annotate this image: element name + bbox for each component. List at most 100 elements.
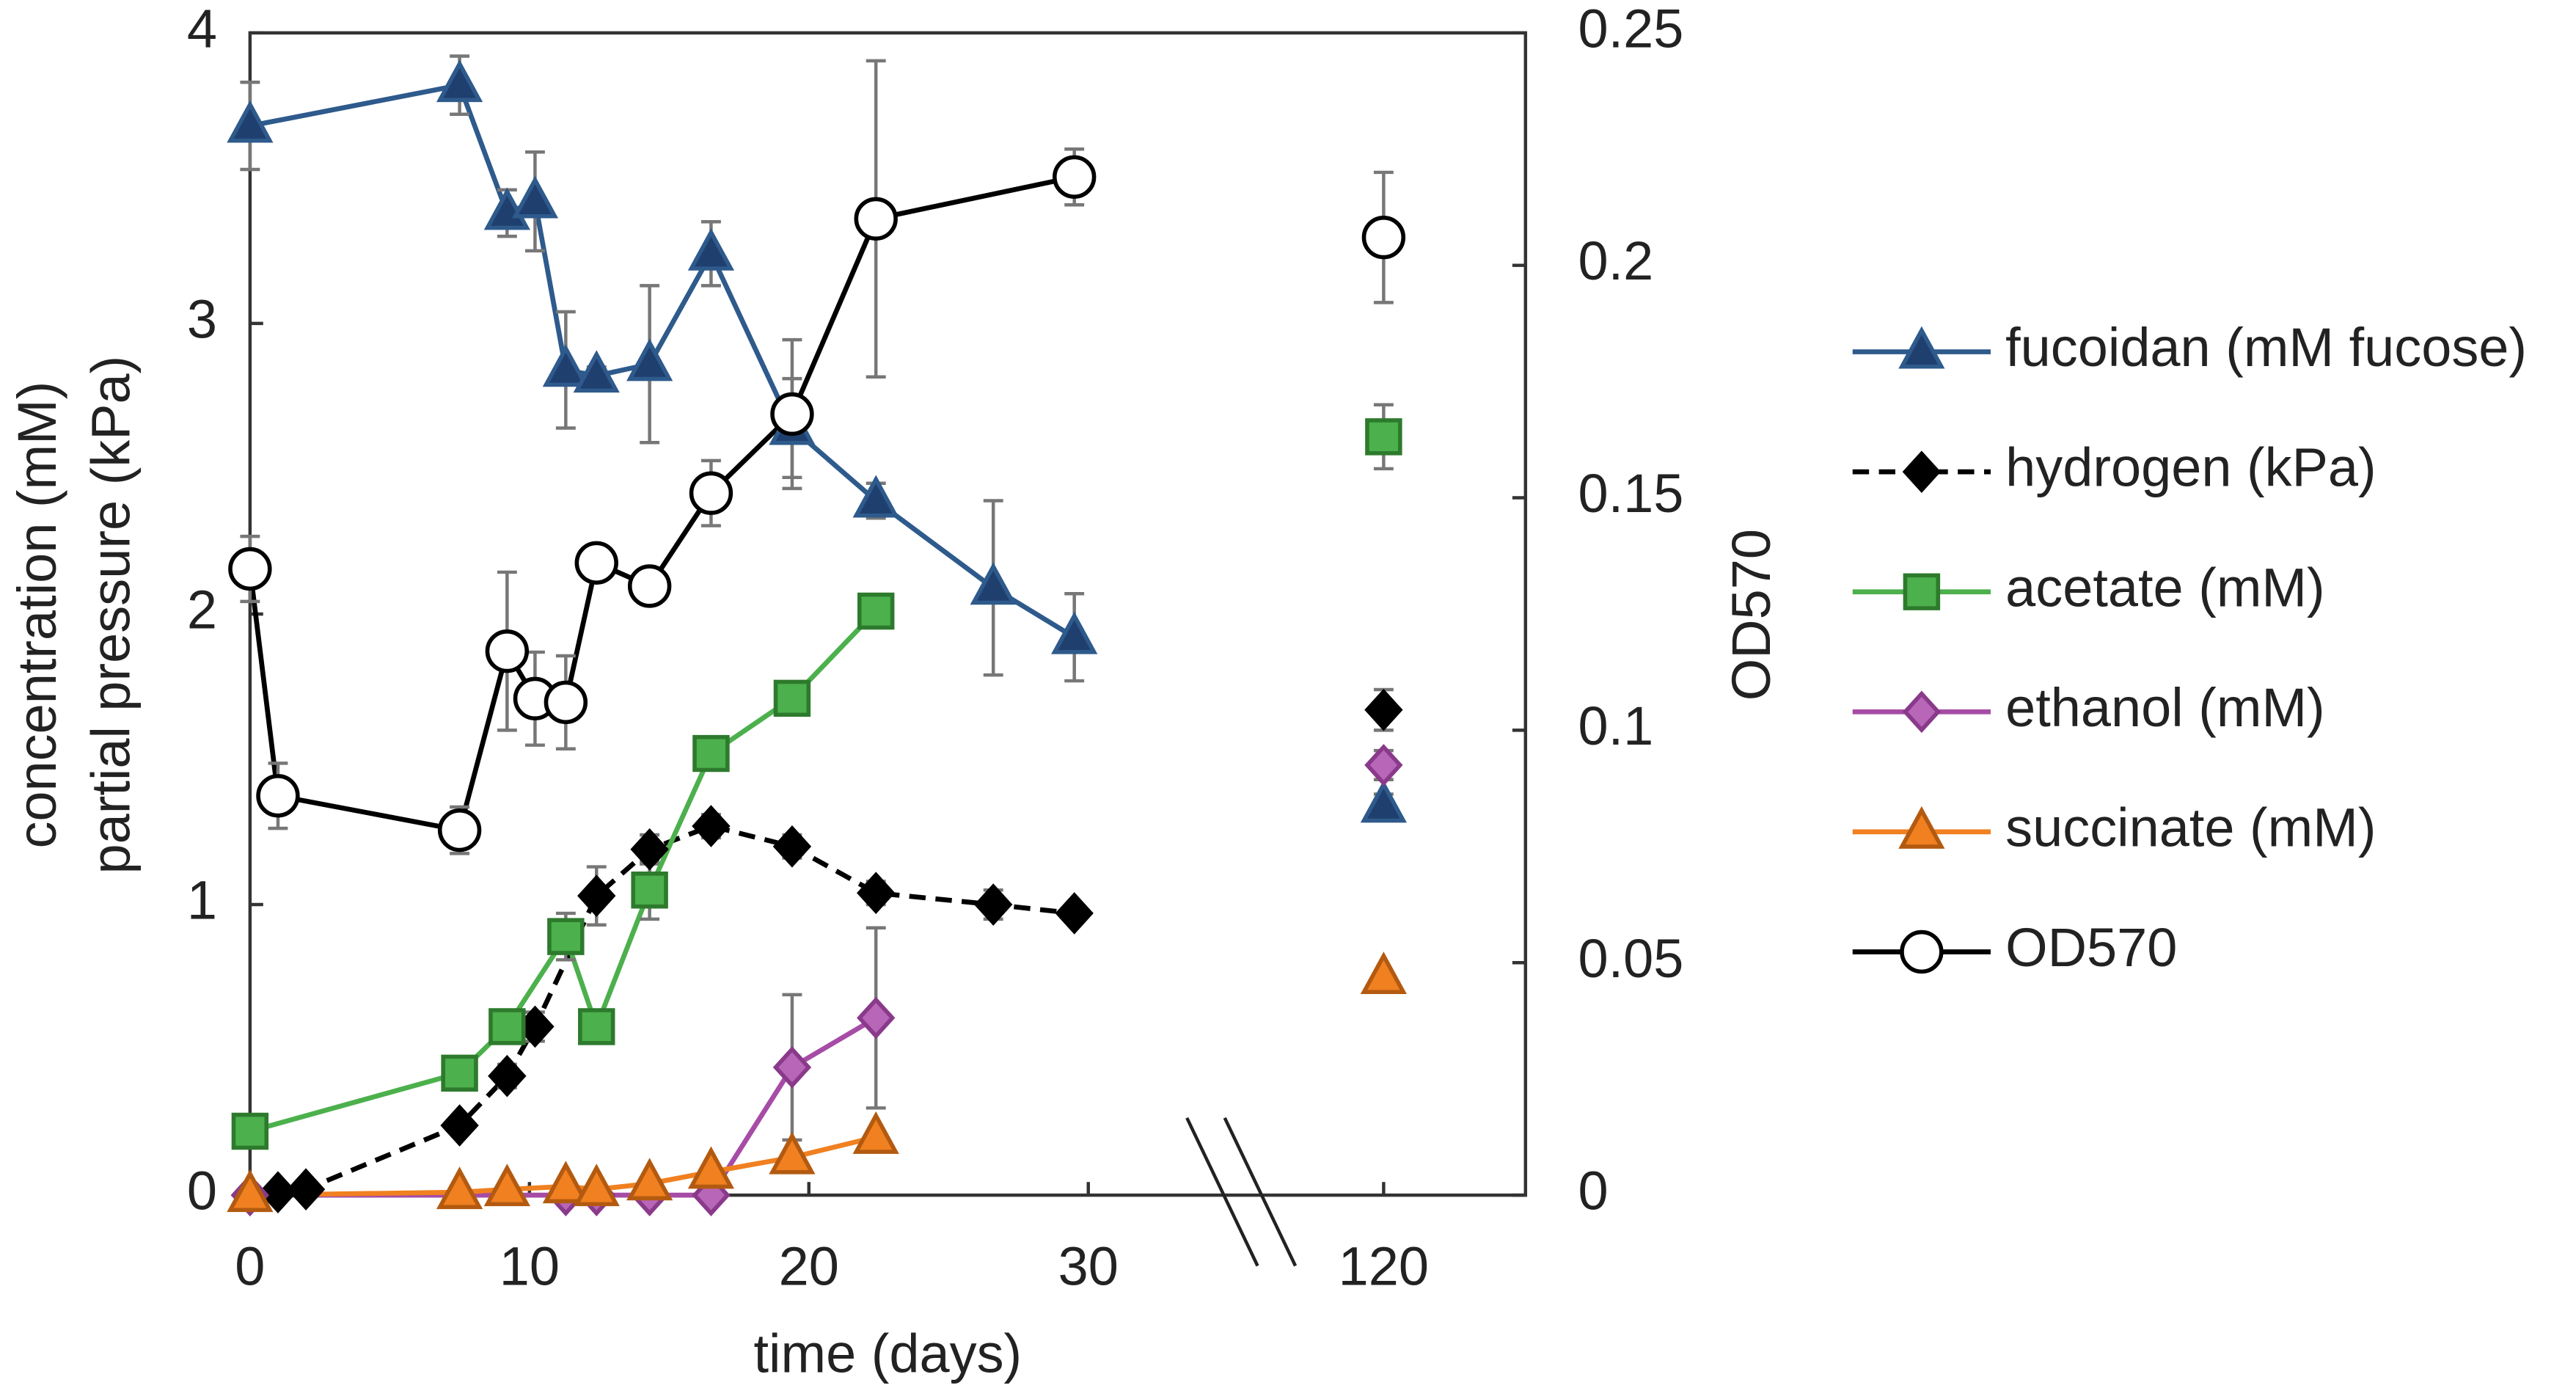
- y-axis-label: partial pressure (kPa): [81, 356, 142, 874]
- x-tick-label: 20: [779, 1236, 839, 1297]
- legend-entry: fucoidan (mM fucose): [1852, 317, 2527, 378]
- legend-label: succinate (mM): [2005, 797, 2376, 858]
- marker: [542, 1161, 589, 1204]
- marker: [231, 1112, 269, 1150]
- marker: [574, 541, 618, 585]
- marker: [857, 996, 896, 1040]
- marker: [687, 1146, 735, 1189]
- marker: [227, 100, 274, 143]
- marker: [1898, 806, 1945, 849]
- y-tick-label: 0: [187, 1161, 217, 1221]
- legend-entry: OD570: [1852, 917, 2177, 978]
- x-tick-label: 0: [235, 1236, 265, 1297]
- x-tick-label: 120: [1339, 1236, 1429, 1297]
- marker: [1361, 215, 1406, 260]
- series-line: [250, 436, 1384, 1131]
- marker: [970, 562, 1017, 605]
- marker: [256, 774, 300, 818]
- marker: [573, 1164, 620, 1207]
- y2-tick-label: 0.1: [1578, 695, 1654, 756]
- y-axis-label: concentration (mM): [7, 381, 67, 849]
- legend-label: acetate (mM): [2005, 557, 2325, 618]
- marker: [626, 338, 673, 381]
- marker: [573, 350, 620, 393]
- marker: [1052, 155, 1097, 199]
- x-tick-label: 10: [500, 1236, 560, 1297]
- marker: [1360, 780, 1407, 823]
- axis-break: [1223, 1117, 1298, 1267]
- marker: [228, 547, 272, 591]
- marker: [286, 1168, 326, 1211]
- marker: [852, 475, 899, 518]
- legend-entry: ethanol (mM): [1852, 677, 2325, 738]
- marker: [857, 592, 895, 630]
- y2-tick-label: 0: [1578, 1161, 1609, 1221]
- marker: [692, 734, 730, 772]
- marker: [854, 197, 898, 241]
- y2-tick-label: 0.05: [1578, 928, 1684, 989]
- marker: [544, 680, 588, 725]
- marker: [1903, 573, 1941, 610]
- marker: [687, 227, 735, 271]
- marker: [1051, 611, 1098, 654]
- marker: [627, 564, 672, 608]
- marker: [440, 1104, 479, 1147]
- marker: [547, 918, 585, 955]
- marker: [1898, 326, 1945, 369]
- marker: [631, 872, 668, 909]
- y2-axis-label: OD570: [1721, 529, 1782, 701]
- marker: [1900, 929, 1944, 974]
- marker: [577, 874, 616, 917]
- marker: [511, 175, 559, 219]
- y2-tick-label: 0.25: [1578, 0, 1684, 59]
- marker: [1365, 418, 1402, 456]
- marker: [436, 1166, 483, 1210]
- marker: [974, 883, 1013, 926]
- marker: [483, 1164, 530, 1207]
- marker: [542, 344, 589, 387]
- marker: [1364, 688, 1403, 731]
- y-tick-label: 3: [187, 288, 217, 349]
- marker: [258, 1171, 298, 1213]
- series-line: [250, 177, 1384, 830]
- series-line: [250, 710, 1384, 1195]
- legend-entry: acetate (mM): [1852, 557, 2325, 618]
- marker: [436, 59, 483, 103]
- legend-label: hydrogen (kPa): [2005, 437, 2376, 498]
- marker: [772, 1046, 812, 1089]
- marker: [1360, 951, 1407, 995]
- marker: [689, 471, 733, 515]
- marker: [578, 1008, 615, 1045]
- legend-entry: hydrogen (kPa): [1852, 437, 2376, 498]
- marker: [857, 872, 896, 915]
- legend-label: fucoidan (mM fucose): [2005, 317, 2527, 378]
- marker: [626, 1158, 673, 1201]
- marker: [227, 1169, 274, 1213]
- x-axis-label: time (days): [754, 1323, 1022, 1384]
- y2-tick-label: 0.2: [1578, 230, 1654, 291]
- marker: [441, 1054, 478, 1092]
- marker: [769, 1131, 816, 1175]
- axis-break: [1185, 1117, 1259, 1267]
- legend-label: ethanol (mM): [2005, 677, 2325, 738]
- marker: [1902, 690, 1942, 734]
- marker: [1902, 450, 1942, 493]
- y-tick-label: 1: [187, 870, 217, 931]
- marker: [489, 1008, 526, 1045]
- x-tick-label: 30: [1058, 1236, 1119, 1297]
- marker: [437, 808, 482, 852]
- series-line: [250, 85, 1384, 806]
- legend-label: OD570: [2005, 917, 2177, 978]
- marker: [485, 629, 530, 673]
- marker: [773, 679, 811, 717]
- marker: [852, 1111, 899, 1154]
- y-tick-label: 2: [187, 580, 217, 640]
- legend-entry: succinate (mM): [1852, 797, 2376, 858]
- marker: [1364, 744, 1403, 786]
- y-tick-label: 4: [187, 0, 217, 59]
- marker: [770, 392, 814, 436]
- marker: [1055, 892, 1094, 935]
- marker: [692, 805, 731, 847]
